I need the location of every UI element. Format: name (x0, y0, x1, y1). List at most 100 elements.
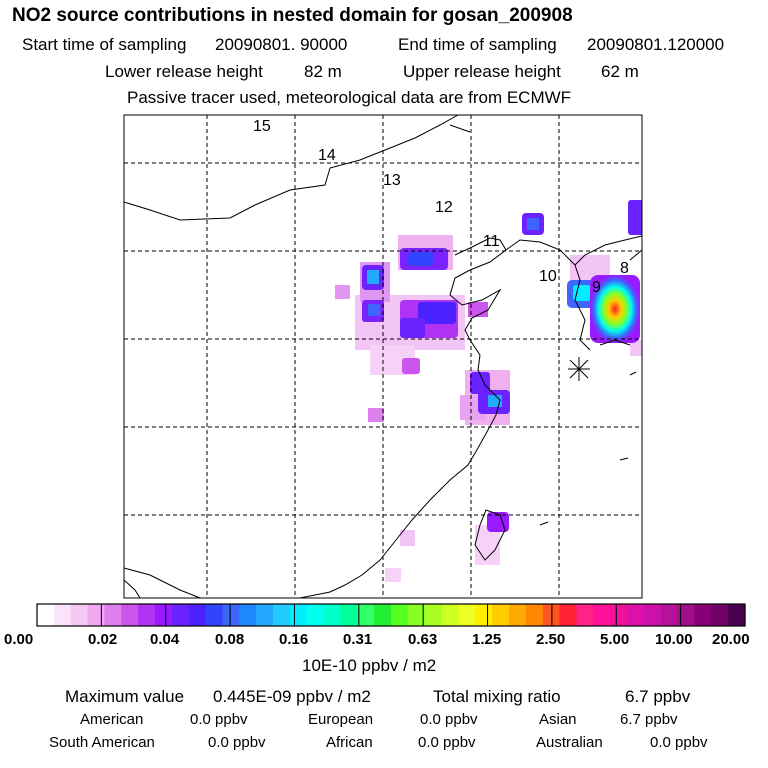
graticule (124, 115, 642, 598)
upper-release-value: 62 m (601, 62, 639, 81)
region-name: South American (49, 734, 155, 751)
region-number: 13 (383, 172, 401, 189)
upper-release-label: Upper release height (403, 62, 561, 81)
colorbar-tick: 1.25 (472, 631, 502, 648)
region-name: Asian (539, 711, 577, 728)
colorbar-swatch (87, 604, 106, 626)
field-patch (470, 372, 490, 394)
colorbar-swatch (239, 604, 257, 626)
colorbar-tick: 0.16 (279, 631, 309, 648)
region-value: 0.0 ppbv (650, 734, 708, 751)
colorbar-swatch (104, 604, 122, 626)
field-patch (335, 285, 350, 299)
colorbar-swatch (188, 604, 207, 626)
colorbar-swatch (728, 604, 746, 626)
colorbar-swatch (138, 604, 156, 626)
region-value: 6.7 ppbv (620, 711, 678, 728)
lower-release-label: Lower release height (105, 62, 263, 81)
colorbar-swatch (391, 604, 409, 626)
field-patch (590, 275, 640, 343)
region-number: 12 (435, 199, 453, 216)
start-time-label: Start time of sampling (22, 35, 187, 54)
colorbar-swatch (37, 604, 55, 626)
colorbar-swatch (576, 604, 594, 626)
colorbar-swatch (677, 604, 696, 626)
field-patch (400, 318, 425, 338)
colorbar-swatch (441, 604, 460, 626)
colorbar-swatch (155, 604, 173, 626)
field-patch (628, 200, 642, 235)
colorbar-tick: 0.08 (215, 631, 245, 648)
field-patch (630, 340, 642, 356)
colorbar (36, 603, 746, 627)
region-numbers: 15 14 13 12 11 10 9 8 (253, 118, 629, 296)
region-name: European (308, 711, 374, 728)
region-number: 10 (539, 268, 557, 285)
colorbar-swatch (643, 604, 662, 626)
tracer-note: Passive tracer used, meteorological data… (127, 88, 572, 107)
colorbar-swatch (70, 604, 89, 626)
colorbar-swatch (424, 604, 443, 626)
colorbar-swatch (627, 604, 645, 626)
field-patch (418, 302, 456, 324)
colorbar-swatch (458, 604, 476, 626)
colorbar-tick: 0.31 (343, 631, 373, 648)
region-number: 14 (318, 147, 336, 164)
colorbar-swatch (509, 604, 527, 626)
start-time-value: 20090801. 90000 (215, 35, 348, 54)
colorbar-swatch (492, 604, 510, 626)
region-value: 0.0 ppbv (208, 734, 266, 751)
colorbar-swatch (694, 604, 712, 626)
colorbar-swatch (660, 604, 679, 626)
colorbar-swatch (559, 604, 578, 626)
field-patch (367, 270, 379, 284)
field-patch (400, 530, 415, 546)
region-name: American (80, 711, 144, 728)
colorbar-swatch (593, 604, 611, 626)
colorbar-swatch (374, 604, 392, 626)
field-patch (368, 408, 384, 422)
colorbar-swatch (171, 604, 190, 626)
region-number: 8 (620, 260, 629, 277)
colorbar-swatch (711, 604, 729, 626)
colorbar-tick: 2.50 (536, 631, 566, 648)
region-name: Australian (536, 734, 603, 751)
region-name: African (326, 734, 373, 751)
colorbar-tick: 10.00 (655, 631, 693, 648)
colorbar-swatch (357, 604, 375, 626)
colorbar-swatch (256, 604, 274, 626)
region-value: 0.0 ppbv (418, 734, 476, 751)
region-value: 0.0 ppbv (190, 711, 248, 728)
colorbar-swatch (306, 604, 325, 626)
colorbar-swatch (205, 604, 224, 626)
field-patch (385, 568, 401, 582)
end-time-value: 20090801.120000 (587, 35, 725, 54)
colorbar-swatch (222, 604, 240, 626)
region-number: 15 (253, 118, 271, 135)
source-contribution-map: 15 14 13 12 11 10 9 8 (123, 114, 643, 599)
colorbar-swatch (475, 604, 493, 626)
field-patch (468, 302, 488, 317)
colorbar-swatch (340, 604, 358, 626)
colorbar-frame (36, 603, 746, 627)
coastlines (124, 115, 642, 598)
max-value-label: Maximum value (65, 687, 185, 706)
region-number: 11 (483, 233, 500, 250)
colorbar-tick: 20.00 (712, 631, 750, 648)
end-time-label: End time of sampling (398, 35, 557, 54)
colorbar-swatches (37, 604, 746, 626)
plot-title: NO2 source contributions in nested domai… (12, 5, 573, 26)
colorbar-swatch (407, 604, 426, 626)
region-value: 0.0 ppbv (420, 711, 478, 728)
colorbar-swatch (323, 604, 342, 626)
field-patch (402, 358, 420, 374)
colorbar-tick: 0.04 (150, 631, 180, 648)
colorbar-swatch (273, 604, 291, 626)
colorbar-tick: 0.02 (88, 631, 118, 648)
colorbar-dividers (100, 604, 682, 626)
colorbar-swatch (525, 604, 544, 626)
colorbar-tick: 0.63 (408, 631, 438, 648)
map-frame (123, 114, 643, 599)
total-mixing-label: Total mixing ratio (433, 687, 561, 706)
colorbar-swatch (289, 604, 308, 626)
